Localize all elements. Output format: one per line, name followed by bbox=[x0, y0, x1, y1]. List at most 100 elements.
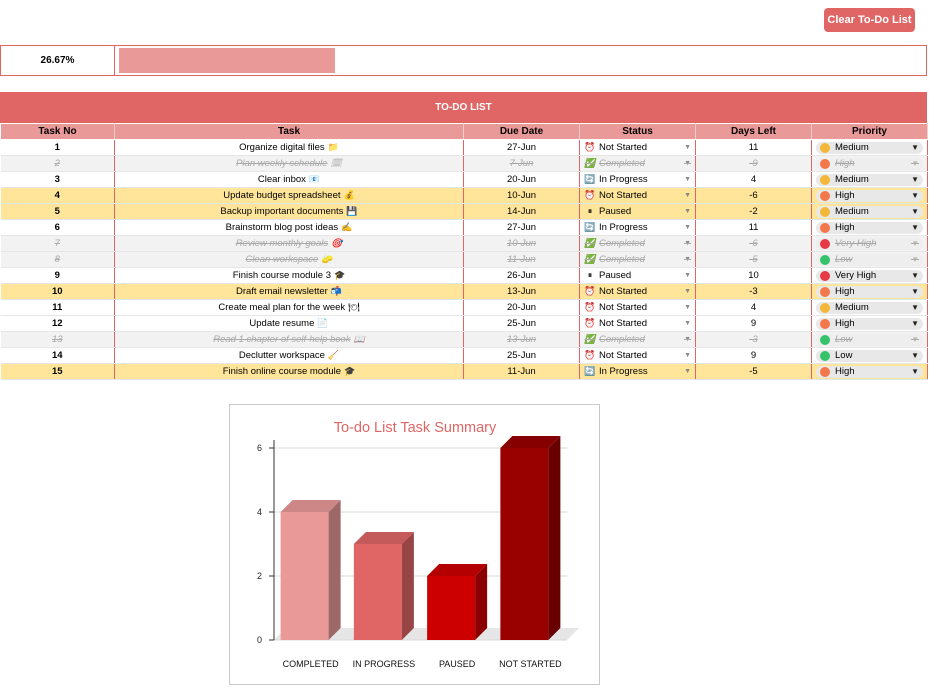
status-dropdown[interactable]: 🔄 In Progress ▼ bbox=[579, 171, 696, 188]
task-name[interactable]: Backup important documents 💾 bbox=[114, 203, 464, 220]
due-date[interactable]: 13-Jun bbox=[463, 283, 580, 300]
dropdown-arrow-icon[interactable]: ▼ bbox=[911, 207, 919, 216]
status-dropdown[interactable]: ⏰ Not Started ▼ bbox=[579, 347, 696, 364]
task-name[interactable]: Brainstorm blog post ideas ✍ bbox=[114, 219, 464, 236]
clear-todo-list-button[interactable]: Clear To-Do List bbox=[824, 8, 915, 32]
dropdown-arrow-icon[interactable]: ▼ bbox=[684, 352, 691, 359]
status-dropdown[interactable]: ✅ Completed ▼ bbox=[579, 331, 696, 348]
due-date[interactable]: 11-Jun bbox=[463, 251, 580, 268]
priority-dropdown[interactable]: High ▼ bbox=[811, 363, 928, 380]
table-row: 10 Draft email newsletter 📬 13-Jun ⏰ Not Star… bbox=[0, 283, 928, 300]
priority-dropdown[interactable]: Medium ▼ bbox=[811, 139, 928, 156]
due-date[interactable]: 7-Jun bbox=[463, 155, 580, 172]
priority-dropdown[interactable]: High ▼ bbox=[811, 219, 928, 236]
dropdown-arrow-icon[interactable]: ▼ bbox=[911, 303, 919, 312]
dropdown-arrow-icon[interactable]: ▼ bbox=[684, 272, 691, 279]
task-name[interactable]: Clean workspace 🧽 bbox=[114, 251, 464, 268]
alarm-clock-icon: ⏰ bbox=[584, 142, 596, 152]
task-name[interactable]: Create meal plan for the week 🍽 bbox=[114, 299, 464, 316]
due-date[interactable]: 20-Jun bbox=[463, 299, 580, 316]
status-dropdown[interactable]: ⏰ Not Started ▼ bbox=[579, 187, 696, 204]
dropdown-arrow-icon[interactable]: ▼ bbox=[911, 255, 919, 264]
task-name-text: Clean workspace bbox=[245, 254, 319, 265]
status-dropdown[interactable]: ⏰ Not Started ▼ bbox=[579, 283, 696, 300]
header-task-no: Task No bbox=[0, 123, 115, 140]
task-name[interactable]: Update budget spreadsheet 💰 bbox=[114, 187, 464, 204]
dropdown-arrow-icon[interactable]: ▼ bbox=[684, 288, 691, 295]
task-name[interactable]: Update resume 📄 bbox=[114, 315, 464, 332]
priority-dropdown[interactable]: Medium ▼ bbox=[811, 203, 928, 220]
priority-dropdown[interactable]: High ▼ bbox=[811, 187, 928, 204]
priority-dropdown[interactable]: Very High ▼ bbox=[811, 235, 928, 252]
dropdown-arrow-icon[interactable]: ▼ bbox=[684, 240, 691, 247]
due-date[interactable]: 20-Jun bbox=[463, 171, 580, 188]
dropdown-arrow-icon[interactable]: ▼ bbox=[684, 368, 691, 375]
status-dropdown[interactable]: 🔄 In Progress ▼ bbox=[579, 363, 696, 380]
status-dropdown[interactable]: ✅ Completed ▼ bbox=[579, 251, 696, 268]
status-dropdown[interactable]: ⏰ Not Started ▼ bbox=[579, 315, 696, 332]
dropdown-arrow-icon[interactable]: ▼ bbox=[911, 351, 919, 360]
dropdown-arrow-icon[interactable]: ▼ bbox=[911, 143, 919, 152]
task-name-text: Review monthly goals bbox=[235, 238, 329, 249]
status-dropdown[interactable]: ⏰ Not Started ▼ bbox=[579, 299, 696, 316]
status-dropdown[interactable]: ⏸ Paused ▼ bbox=[579, 267, 696, 284]
dropdown-arrow-icon[interactable]: ▼ bbox=[911, 271, 919, 280]
dropdown-arrow-icon[interactable]: ▼ bbox=[684, 304, 691, 311]
due-date[interactable]: 25-Jun bbox=[463, 347, 580, 364]
dropdown-arrow-icon[interactable]: ▼ bbox=[684, 336, 691, 343]
due-date[interactable]: 14-Jun bbox=[463, 203, 580, 220]
dropdown-arrow-icon[interactable]: ▼ bbox=[911, 175, 919, 184]
due-date[interactable]: 10-Jun bbox=[463, 187, 580, 204]
bar-front bbox=[500, 448, 549, 640]
task-name[interactable]: Finish course module 3 🎓 bbox=[114, 267, 464, 284]
task-name[interactable]: Review monthly goals 🎯 bbox=[114, 235, 464, 252]
task-name[interactable]: Finish online course module 🎓 bbox=[114, 363, 464, 380]
dropdown-arrow-icon[interactable]: ▼ bbox=[911, 159, 919, 168]
task-name[interactable]: Read 1 chapter of self-help book 📖 bbox=[114, 331, 464, 348]
task-name[interactable]: Plan weekly schedule 🗓 bbox=[114, 155, 464, 172]
due-date[interactable]: 27-Jun bbox=[463, 219, 580, 236]
dropdown-arrow-icon[interactable]: ▼ bbox=[911, 191, 919, 200]
priority-dropdown[interactable]: High ▼ bbox=[811, 315, 928, 332]
task-name[interactable]: Declutter workspace 🧹 bbox=[114, 347, 464, 364]
status-dropdown[interactable]: ✅ Completed ▼ bbox=[579, 155, 696, 172]
priority-dropdown[interactable]: Medium ▼ bbox=[811, 299, 928, 316]
priority-dropdown[interactable]: Very High ▼ bbox=[811, 267, 928, 284]
dropdown-arrow-icon[interactable]: ▼ bbox=[684, 176, 691, 183]
due-date[interactable]: 27-Jun bbox=[463, 139, 580, 156]
dropdown-arrow-icon[interactable]: ▼ bbox=[684, 320, 691, 327]
priority-label: Medium bbox=[835, 206, 869, 217]
due-date[interactable]: 25-Jun bbox=[463, 315, 580, 332]
dropdown-arrow-icon[interactable]: ▼ bbox=[684, 160, 691, 167]
due-date[interactable]: 13-Jun bbox=[463, 331, 580, 348]
dropdown-arrow-icon[interactable]: ▼ bbox=[684, 256, 691, 263]
dropdown-arrow-icon[interactable]: ▼ bbox=[911, 319, 919, 328]
status-dropdown[interactable]: ⏰ Not Started ▼ bbox=[579, 139, 696, 156]
dropdown-arrow-icon[interactable]: ▼ bbox=[911, 223, 919, 232]
priority-dropdown[interactable]: High ▼ bbox=[811, 155, 928, 172]
dropdown-arrow-icon[interactable]: ▼ bbox=[684, 208, 691, 215]
dropdown-arrow-icon[interactable]: ▼ bbox=[911, 239, 919, 248]
dropdown-arrow-icon[interactable]: ▼ bbox=[684, 224, 691, 231]
dropdown-arrow-icon[interactable]: ▼ bbox=[911, 335, 919, 344]
dropdown-arrow-icon[interactable]: ▼ bbox=[684, 144, 691, 151]
priority-dropdown[interactable]: High ▼ bbox=[811, 283, 928, 300]
task-number: 3 bbox=[0, 171, 115, 188]
priority-dropdown[interactable]: Low ▼ bbox=[811, 347, 928, 364]
dropdown-arrow-icon[interactable]: ▼ bbox=[911, 287, 919, 296]
status-dropdown[interactable]: ✅ Completed ▼ bbox=[579, 235, 696, 252]
priority-dropdown[interactable]: Medium ▼ bbox=[811, 171, 928, 188]
priority-dropdown[interactable]: Low ▼ bbox=[811, 331, 928, 348]
task-name[interactable]: Clear inbox 📧 bbox=[114, 171, 464, 188]
task-name[interactable]: Organize digital files 📁 bbox=[114, 139, 464, 156]
due-date[interactable]: 10-Jun bbox=[463, 235, 580, 252]
priority-dropdown[interactable]: Low ▼ bbox=[811, 251, 928, 268]
dropdown-arrow-icon[interactable]: ▼ bbox=[684, 192, 691, 199]
due-date[interactable]: 11-Jun bbox=[463, 363, 580, 380]
days-left: -9 bbox=[695, 155, 812, 172]
task-name[interactable]: Draft email newsletter 📬 bbox=[114, 283, 464, 300]
dropdown-arrow-icon[interactable]: ▼ bbox=[911, 367, 919, 376]
status-dropdown[interactable]: 🔄 In Progress ▼ bbox=[579, 219, 696, 236]
status-dropdown[interactable]: ⏸ Paused ▼ bbox=[579, 203, 696, 220]
due-date[interactable]: 26-Jun bbox=[463, 267, 580, 284]
